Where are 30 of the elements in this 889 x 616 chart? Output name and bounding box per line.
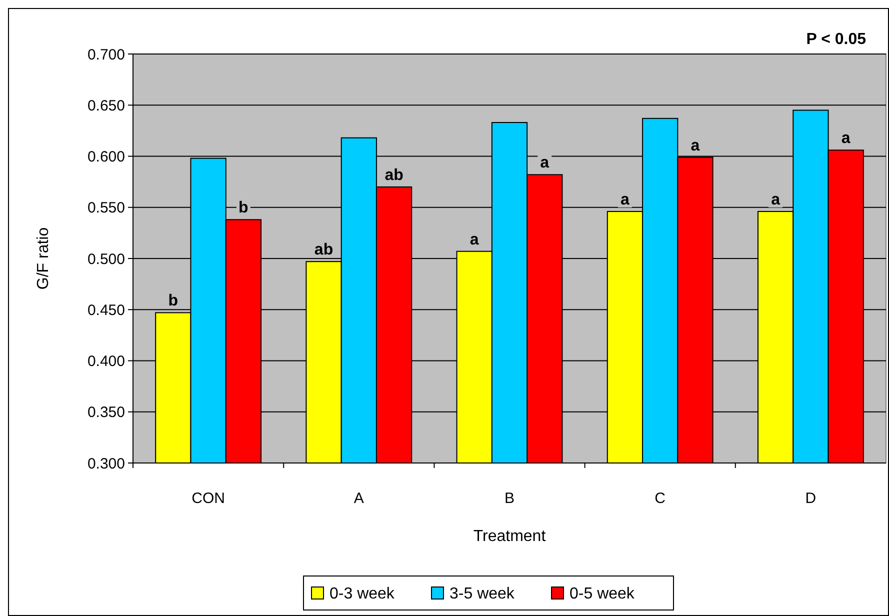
legend-label: 3-5 week [450,586,516,603]
data-label: a [841,130,850,148]
data-label: ab [314,242,334,259]
y-tick-label: 0.400 [87,353,125,370]
data-label: a [690,137,700,154]
y-axis-title: G/F ratio [35,227,52,290]
y-tick-label: 0.450 [87,302,125,319]
x-tick-label: D [805,490,816,507]
y-tick-label: 0.500 [87,250,125,268]
y-tick-label: 0.550 [87,200,125,217]
legend-label: 0-5 week [570,586,636,603]
y-tick-label: 0.600 [87,148,125,166]
data-label: a [620,191,630,208]
data-label: a [540,154,550,172]
x-tick-label: C [654,490,666,507]
data-label: a [470,231,479,248]
data-label: ab [384,166,404,184]
text: P < 0.05 [806,31,866,48]
x-tick-label: B [504,490,515,507]
x-axis-title: Treatment [473,528,546,545]
y-tick-label: 0.700 [87,46,125,64]
data-label: a [771,191,780,208]
x-tick-label: CON [192,490,225,507]
y-tick-label: 0.350 [87,404,125,422]
y-tick-label: 0.650 [87,97,125,114]
data-label: b [238,200,249,217]
legend-label: 0-3 week [330,586,396,603]
x-tick-label: A [354,490,364,507]
data-label: b [168,292,178,310]
y-tick-label: 0.300 [87,455,125,472]
